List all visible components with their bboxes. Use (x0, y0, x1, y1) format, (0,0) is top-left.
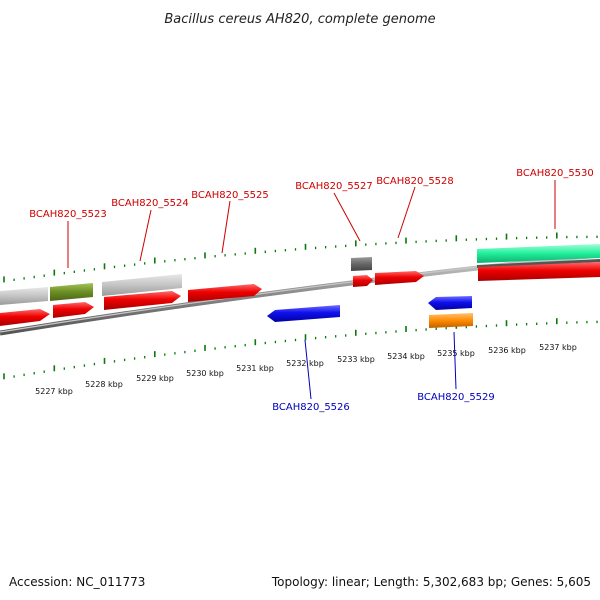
gene-arrow-5525[interactable] (188, 284, 262, 302)
gene-arrow-left-partial[interactable] (0, 309, 50, 326)
gene-label-5524[interactable]: BCAH820_5524 (111, 198, 189, 209)
kbp-label: 5227 kbp (35, 387, 73, 396)
gene-arrow-5524[interactable] (104, 291, 181, 310)
gene-arrow-5529[interactable] (428, 296, 472, 310)
gene-label-5529[interactable]: BCAH820_5529 (417, 392, 495, 403)
kbp-label: 5233 kbp (337, 355, 375, 364)
kbp-label: 5230 kbp (186, 369, 224, 378)
kbp-label: 5229 kbp (136, 374, 174, 383)
topology-text: Topology: linear; Length: 5,302,683 bp; … (271, 575, 591, 589)
leader-line-5527 (333, 192, 361, 242)
gene-label-layer: BCAH820_5523 BCAH820_5524 BCAH820_5525 B… (29, 168, 594, 413)
kbp-label: 5232 kbp (286, 359, 324, 368)
kbp-label: 5236 kbp (488, 346, 526, 355)
kbp-label: 5237 kbp (539, 343, 577, 352)
upper-scale-ticks (3, 232, 598, 283)
feature-gray[interactable] (102, 274, 182, 296)
gene-arrow-5530[interactable] (478, 262, 600, 281)
leader-line-5525 (221, 200, 231, 254)
gene-label-5528[interactable]: BCAH820_5528 (376, 176, 454, 187)
feature-olive[interactable] (50, 283, 93, 301)
kbp-label: 5231 kbp (236, 364, 274, 373)
feature-teal[interactable] (477, 244, 600, 263)
feature-teal-right-bar (477, 259, 600, 268)
accession-text: Accession: NC_011773 (9, 575, 145, 589)
gene-label-5523[interactable]: BCAH820_5523 (29, 209, 107, 220)
feature-orange[interactable] (429, 313, 473, 328)
gene-label-5530[interactable]: BCAH820_5530 (516, 168, 594, 179)
gene-label-5525[interactable]: BCAH820_5525 (191, 190, 269, 201)
feature-layer (0, 244, 600, 328)
gene-arrow-5526[interactable] (267, 305, 340, 322)
gene-arrow-5527[interactable] (353, 275, 373, 287)
leader-line-5524 (139, 209, 152, 262)
gene-arrow-5528[interactable] (375, 271, 424, 285)
scale-labels: 5227 kbp 5228 kbp 5229 kbp 5230 kbp 5231… (35, 343, 577, 396)
kbp-label: 5235 kbp (437, 349, 475, 358)
leader-line-5529 (453, 331, 457, 390)
map-title: Bacillus cereus AH820, complete genome (164, 12, 435, 27)
kbp-label: 5234 kbp (387, 352, 425, 361)
feature-darkgray[interactable] (351, 257, 372, 271)
lower-scale-ticks (3, 318, 598, 380)
leader-line-5528 (397, 186, 416, 239)
feature-gray-left[interactable] (0, 287, 48, 305)
gene-label-5526[interactable]: BCAH820_5526 (272, 402, 350, 413)
leader-line-5526 (304, 339, 312, 400)
gene-arrow-5523[interactable] (53, 302, 94, 318)
kbp-label: 5228 kbp (85, 380, 123, 389)
gene-label-5527[interactable]: BCAH820_5527 (295, 181, 373, 192)
